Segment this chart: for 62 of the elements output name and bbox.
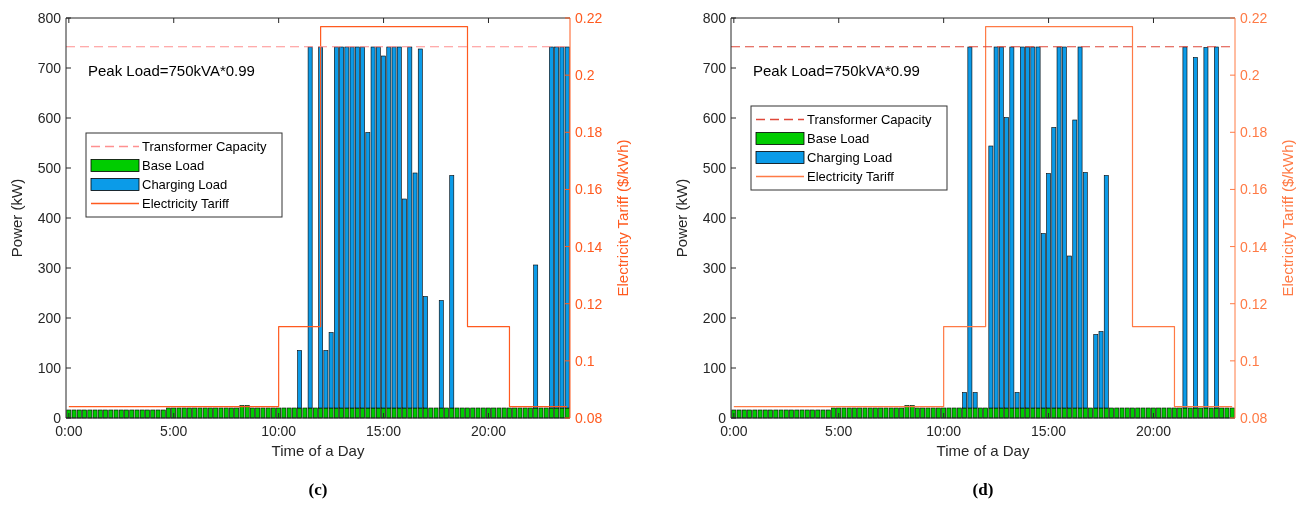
y-tick-label: 100 — [702, 360, 727, 376]
annotation: Peak Load=750kVA*0.99 — [88, 62, 255, 79]
y2-tick-label: 0.1 — [1240, 352, 1260, 369]
x-tick-label: 5:00 — [160, 423, 188, 439]
annotation: Peak Load=750kVA*0.99 — [753, 62, 920, 79]
legend-label: Base Load — [807, 131, 870, 146]
x-axis-title: Time of a Day — [936, 442, 1030, 459]
x-tick-label: 10:00 — [926, 423, 962, 439]
y-tick-label: 600 — [702, 110, 727, 126]
y2-tick-label: 0.18 — [575, 124, 603, 141]
y2-tick-label: 0.14 — [1240, 238, 1268, 255]
x-tick-label: 20:00 — [1135, 423, 1172, 439]
y2-tick-label: 0.16 — [1240, 181, 1268, 198]
y-axis-title: Power (kW) — [673, 178, 690, 258]
x-tick-label: 10:00 — [261, 423, 297, 439]
legend-label: Transformer Capacity — [142, 139, 267, 154]
x-axis-title: Time of a Day — [271, 442, 365, 459]
x-tick-label: 20:00 — [470, 423, 507, 439]
y2-tick-label: 0.22 — [1240, 10, 1268, 26]
y-tick-label: 100 — [37, 360, 62, 376]
y-tick-label: 0 — [53, 410, 62, 426]
legend-label: Electricity Tariff — [142, 196, 230, 211]
y2-tick-label: 0.18 — [1240, 124, 1268, 141]
y-axis-title: Power (kW) — [8, 178, 25, 258]
y-tick-label: 600 — [37, 110, 62, 126]
text: (d) — [972, 480, 994, 499]
x-tick-label: 0:00 — [55, 423, 83, 439]
y-tick-label: 300 — [37, 260, 62, 276]
y-tick-label: 200 — [37, 310, 62, 326]
y-tick-label: 800 — [37, 10, 62, 26]
y2-tick-label: 0.14 — [575, 238, 603, 255]
x-tick-label: 15:00 — [366, 423, 402, 439]
y-tick-label: 800 — [702, 10, 727, 26]
x-tick-label: 0:00 — [720, 423, 748, 439]
y-tick-label: 400 — [37, 210, 62, 226]
y2-tick-label: 0.1 — [575, 352, 595, 369]
y2-tick-label: 0.08 — [575, 410, 603, 426]
y2-tick-label: 0.22 — [575, 10, 603, 26]
legend-label: Charging Load — [142, 177, 228, 192]
legend-label: Transformer Capacity — [807, 112, 932, 127]
y-tick-label: 500 — [702, 160, 727, 176]
legend-label: Electricity Tariff — [807, 169, 895, 184]
text: (c) — [308, 480, 328, 499]
y2-axis-title: Electricity Tariff ($/kWh) — [1279, 139, 1296, 297]
y2-tick-label: 0.2 — [575, 67, 595, 84]
y2-tick-label: 0.08 — [1240, 410, 1268, 426]
y-tick-label: 300 — [702, 260, 727, 276]
x-tick-label: 15:00 — [1031, 423, 1067, 439]
y-tick-label: 200 — [702, 310, 727, 326]
y-tick-label: 500 — [37, 160, 62, 176]
legend-label: Base Load — [142, 158, 205, 173]
y2-tick-label: 0.12 — [1240, 295, 1268, 312]
y2-tick-label: 0.16 — [575, 181, 603, 198]
y2-tick-label: 0.2 — [1240, 67, 1260, 84]
y-tick-label: 400 — [702, 210, 727, 226]
legend-label: Charging Load — [807, 150, 893, 165]
x-tick-label: 5:00 — [825, 423, 853, 439]
y-tick-label: 700 — [702, 60, 727, 76]
y2-axis-title: Electricity Tariff ($/kWh) — [614, 139, 631, 297]
y-tick-label: 700 — [37, 60, 62, 76]
y2-tick-label: 0.12 — [575, 295, 603, 312]
y-tick-label: 0 — [718, 410, 727, 426]
